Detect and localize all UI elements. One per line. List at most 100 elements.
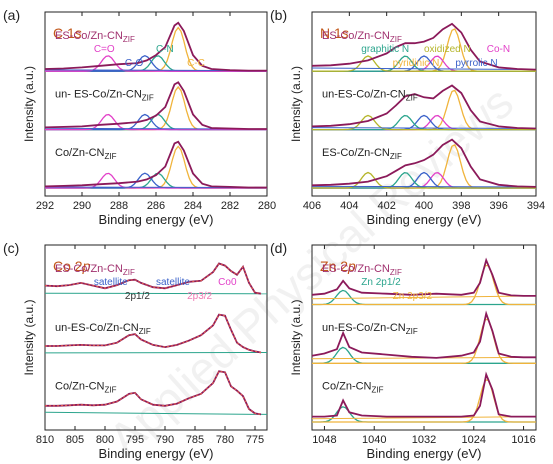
x-tick-label: 1032: [412, 434, 436, 446]
panel-title: Co 2p: [53, 258, 91, 274]
x-tick-label: 394: [527, 200, 545, 212]
sample-label: un-ES-Co/Zn-CNZIF: [322, 322, 418, 336]
x-tick-label: 280: [258, 200, 276, 212]
y-axis-label: Intensity (a.u.): [289, 66, 303, 142]
peak-label: Co-N: [487, 44, 510, 55]
y-axis-label: Intensity (a.u.): [22, 299, 36, 375]
peak-label: graphitic N: [361, 44, 409, 55]
sample-label-sub: ZIF: [105, 386, 117, 395]
x-tick-label: 402: [377, 200, 395, 212]
baseline: [311, 127, 537, 130]
peak-label: oxidized N: [424, 44, 471, 55]
sample-label: Co/Zn-CNZIF: [55, 381, 117, 395]
y-axis-label: Intensity (a.u.): [289, 299, 303, 375]
sample-label: ES-Co/Zn-CNZIF: [322, 263, 402, 277]
peak-label: 2p1/2: [125, 291, 150, 302]
component-peak: [45, 54, 267, 72]
sample-label-sub: ZIF: [139, 327, 151, 336]
peak-label: satellite: [156, 277, 190, 288]
x-tick-label: 284: [184, 200, 202, 212]
peak-label: Zn 2p3/2: [393, 291, 433, 302]
x-tick-label: 404: [340, 200, 358, 212]
peak-label: C-N: [156, 44, 174, 55]
panel-tag: (c): [3, 240, 19, 256]
x-tick-label: 290: [73, 200, 91, 212]
y-axis-label: Intensity (a.u.): [22, 66, 36, 142]
panel-2: 406 404 402 400 398 396 394 Binding energy (eV)…: [270, 7, 545, 227]
x-tick-label: 1048: [312, 434, 336, 446]
baseline: [44, 292, 268, 295]
peak-label: satellite: [94, 277, 128, 288]
x-tick-label: 780: [216, 434, 234, 446]
panel-title-sub: s: [75, 25, 82, 41]
baseline: [311, 185, 537, 188]
sample-label: un-ES-Co/Zn-CNZIF: [322, 88, 418, 102]
panel-title-sub: s: [342, 25, 349, 41]
sample-label: Co/Zn-CNZIF: [55, 147, 117, 161]
baseline: [311, 67, 537, 71]
peak-label: Co0: [218, 277, 237, 288]
baseline: [44, 411, 268, 415]
sample-label-sub: ZIF: [406, 93, 418, 102]
sample-label: ES-Co/Zn-CNZIF: [55, 30, 135, 44]
sample-label-sub: ZIF: [123, 35, 135, 44]
x-tick-label: 398: [452, 200, 470, 212]
sample-label: un-ES-Co/Zn-CNZIF: [55, 322, 151, 336]
panel-title: C 1s: [53, 25, 82, 41]
data-line: [44, 262, 262, 295]
x-tick-label: 785: [186, 434, 204, 446]
envelope-line: [311, 22, 537, 71]
sample-label: ES-Co/Zn-CNZIF: [322, 147, 402, 161]
panel-title: Zn 2p: [320, 258, 356, 274]
plot-frame: [44, 244, 268, 431]
envelope-line: [311, 138, 537, 188]
sample-label: ES-Co/Zn-CNZIF: [55, 263, 135, 277]
panel-title-sub: p: [347, 258, 356, 274]
panel-1: 292 290 288 286 284 282 280 Binding energy (eV)…: [3, 7, 276, 227]
envelope-line: [311, 310, 536, 359]
sample-label-sub: ZIF: [390, 152, 402, 161]
data-line: [45, 370, 262, 415]
sample-label: Co/Zn-CNZIF: [322, 381, 384, 395]
component-peak: [45, 113, 267, 131]
peak-label: C-C: [187, 58, 205, 69]
envelope-line: [44, 81, 267, 130]
peak-label: pyrrolic N: [455, 58, 497, 69]
x-axis-label: Binding energy (eV): [367, 212, 482, 227]
envelope-line: [44, 140, 267, 189]
peak-label: 2p3/2: [187, 291, 212, 302]
panels: 292 290 288 286 284 282 280 Binding energy (eV)…: [3, 7, 545, 461]
sample-label-sub: ZIF: [142, 93, 154, 102]
x-tick-label: 790: [156, 434, 174, 446]
sample-label-sub: ZIF: [390, 268, 402, 277]
baseline: [311, 295, 537, 300]
x-tick-label: 292: [36, 200, 54, 212]
data-line: [45, 314, 262, 353]
x-tick-label: 810: [36, 434, 54, 446]
sample-label-sub: ZIF: [390, 35, 402, 44]
panel-title-sub: p: [82, 258, 91, 274]
envelope-line: [311, 257, 536, 297]
sample-label-sub: ZIF: [123, 268, 135, 277]
peak-label: C=O: [94, 44, 115, 55]
panel-3: 810 805 800 795 790 785 780 775 Binding energy (…: [3, 240, 268, 461]
x-tick-label: 805: [66, 434, 84, 446]
sample-label: ES-Co/Zn-CNZIF: [322, 30, 402, 44]
envelope-line: [44, 21, 267, 72]
x-tick-label: 282: [221, 200, 239, 212]
sample-label-sub: ZIF: [372, 386, 384, 395]
panel-tag: (a): [3, 7, 20, 23]
envelope-line: [312, 371, 536, 418]
x-tick-label: 1024: [462, 434, 486, 446]
panel-tag: (d): [270, 240, 287, 256]
component-peak: [45, 55, 267, 72]
baseline: [311, 416, 537, 420]
panel-tag: (b): [270, 7, 287, 23]
sample-label-sub: ZIF: [406, 327, 418, 336]
peak-label: C-O: [125, 58, 144, 69]
peak-label: pyridinic N: [393, 58, 440, 69]
component-peak: [312, 114, 536, 131]
x-tick-label: 795: [126, 434, 144, 446]
component-peak: [45, 55, 267, 72]
sample-label: un- ES-Co/Zn-CNZIF: [55, 88, 154, 102]
